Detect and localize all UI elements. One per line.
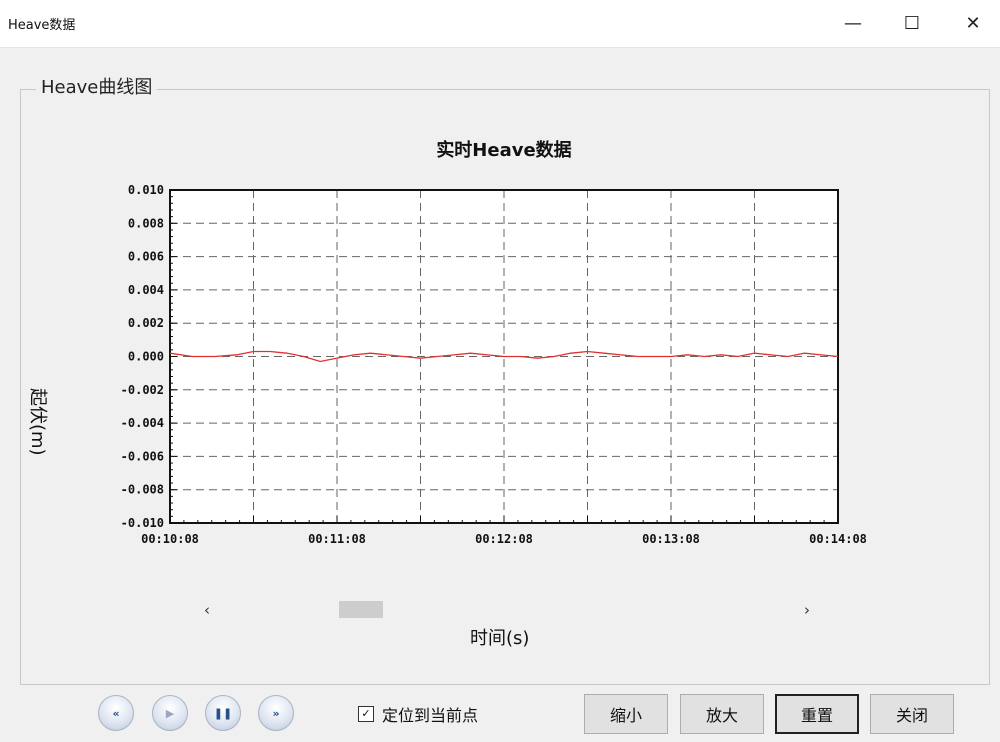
rewind-button[interactable]: «: [98, 695, 134, 731]
x-tick-label: 00:11:08: [308, 532, 366, 546]
heave-chart: 实时Heave数据 0.010 0.008 0.006 0.004 0.002 0.000 -…: [121, 139, 867, 546]
close-button[interactable]: 关闭: [870, 694, 954, 734]
title-bar: Heave数据 — ☐ ✕: [0, 0, 1000, 48]
forward-button[interactable]: »: [258, 695, 294, 731]
checkbox-box[interactable]: ✓: [358, 706, 374, 722]
maximize-icon[interactable]: ☐: [903, 13, 921, 34]
group-title: Heave曲线图: [36, 73, 158, 99]
heave-series-line: [169, 350, 839, 363]
window-title: Heave数据: [8, 18, 76, 33]
play-button[interactable]: ▶: [152, 695, 188, 731]
checkbox-label: 定位到当前点: [382, 706, 479, 725]
x-tick-label: 00:14:08: [809, 532, 867, 546]
close-icon[interactable]: ✕: [965, 13, 981, 34]
y-tick-label: -0.008: [121, 483, 164, 497]
play-icon: ▶: [165, 706, 175, 720]
window-content: Heave曲线图 实时Heave数据 0.010 0.008 0.006 0.004 0.…: [0, 48, 1000, 742]
locate-current-point-checkbox[interactable]: ✓ 定位到当前点: [358, 702, 478, 726]
y-tick-label: 0.002: [128, 316, 164, 330]
x-tick-label: 00:13:08: [642, 532, 700, 546]
chart-title: 实时Heave数据: [436, 139, 571, 161]
scroll-right-icon[interactable]: ›: [804, 600, 810, 619]
horizontal-scrollbar[interactable]: ‹ ›: [196, 600, 818, 619]
y-tick-label: -0.006: [121, 449, 164, 463]
pause-button[interactable]: ❚❚: [205, 695, 241, 731]
x-tick-label: 00:12:08: [475, 532, 533, 546]
y-axis-label: 起伏(m): [27, 388, 48, 456]
y-tick-label: -0.004: [121, 416, 164, 430]
reset-button[interactable]: 重置: [775, 694, 859, 734]
scroll-thumb[interactable]: [339, 601, 383, 618]
shrink-button[interactable]: 缩小: [584, 694, 668, 734]
y-tick-label: 0.010: [128, 183, 164, 197]
y-tick-label: -0.002: [121, 383, 164, 397]
y-tick-label: 0.000: [128, 350, 164, 364]
y-tick-label: 0.006: [128, 250, 164, 264]
scroll-left-icon[interactable]: ‹: [204, 600, 210, 619]
x-axis-label: 时间(s): [470, 628, 530, 649]
pause-icon: ❚❚: [213, 706, 233, 720]
minimize-icon[interactable]: —: [844, 13, 862, 34]
y-tick-label: -0.010: [121, 516, 164, 530]
y-tick-label: 0.008: [128, 216, 164, 230]
x-tick-label: 00:10:08: [141, 532, 199, 546]
enlarge-button[interactable]: 放大: [680, 694, 764, 734]
forward-icon: »: [272, 706, 280, 720]
y-tick-label: 0.004: [128, 283, 164, 297]
rewind-icon: «: [112, 706, 120, 720]
